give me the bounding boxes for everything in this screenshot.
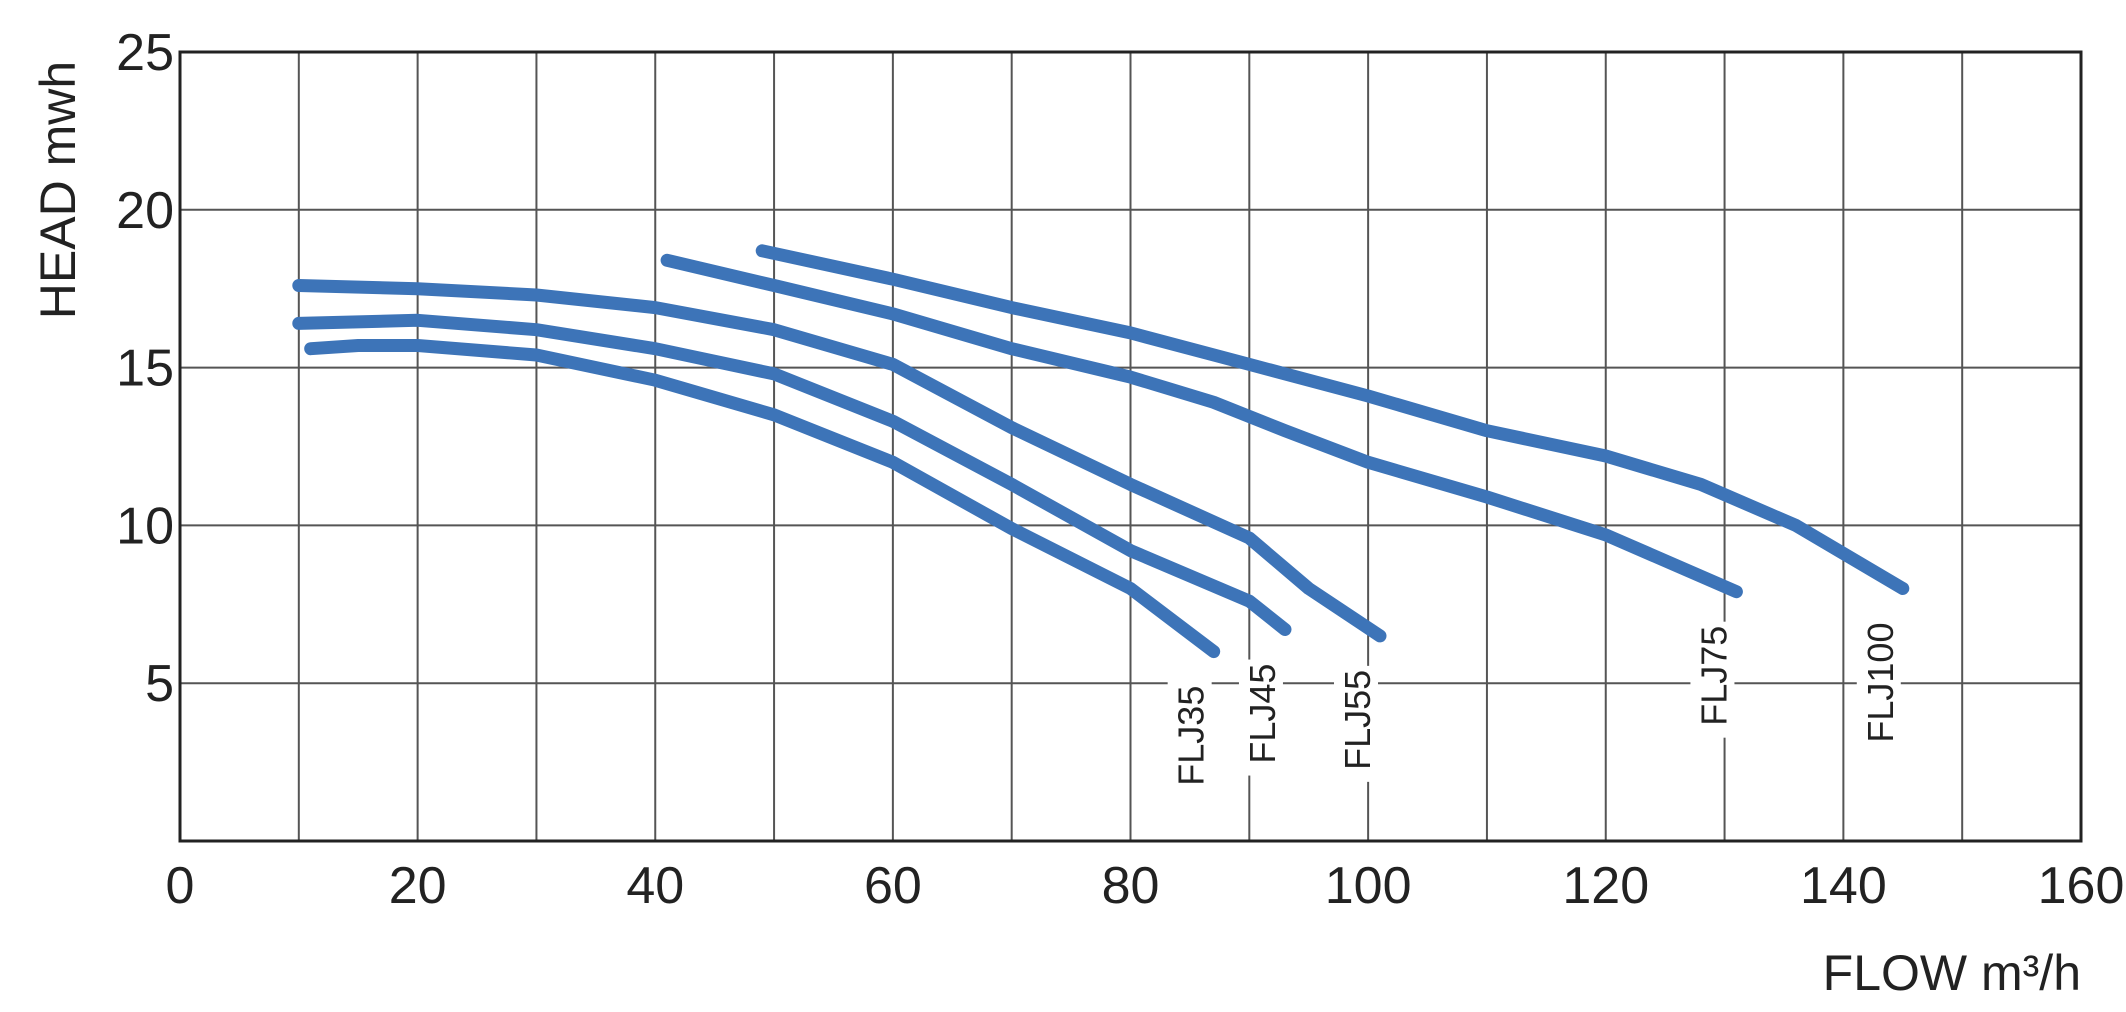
x-tick-label: 40 [626, 857, 684, 915]
curve-label: FLJ45 [1242, 664, 1283, 764]
curve-label-group: FLJ100 [1856, 618, 1901, 743]
x-tick-label: 100 [1325, 857, 1412, 915]
x-tick-label: 120 [1562, 857, 1649, 915]
y-tick-label: 25 [116, 24, 174, 82]
x-tick-label: 140 [1800, 857, 1887, 915]
curve [304, 339, 1221, 659]
y-axis-title: HEAD mwh [30, 61, 86, 319]
x-tick-label: 0 [166, 857, 195, 915]
curve-label-group: FLJ45 [1238, 659, 1283, 776]
y-tick-label: 5 [145, 655, 174, 713]
curve [292, 279, 1387, 643]
curve [292, 313, 1292, 636]
y-tick-label: 20 [116, 182, 174, 240]
curve [755, 244, 1910, 595]
x-tick-label: 60 [864, 857, 922, 915]
label-background [1334, 665, 1379, 782]
curve-label: FLJ35 [1171, 686, 1212, 786]
curve-label: FLJ100 [1860, 623, 1901, 743]
curve [660, 253, 1743, 599]
plot-frame [178, 50, 2083, 843]
x-tick-label: 160 [2038, 857, 2125, 915]
label-background [1238, 659, 1283, 776]
label-background [1690, 621, 1735, 738]
x-tick-label: 20 [389, 857, 447, 915]
curve-label: FLJ75 [1693, 626, 1734, 726]
y-tick-label: 10 [116, 497, 174, 555]
curve-label-group: FLJ55 [1334, 665, 1379, 782]
label-background [1167, 681, 1212, 798]
curve-label-group: FLJ75 [1690, 621, 1735, 738]
curve-label-group: FLJ35 [1167, 681, 1212, 798]
y-tick-label: 15 [116, 340, 174, 398]
label-background [1856, 618, 1901, 735]
x-axis-title: FLOW m³/h [1823, 945, 2081, 1001]
x-tick-label: 80 [1102, 857, 1160, 915]
curve-label: FLJ55 [1337, 670, 1378, 770]
